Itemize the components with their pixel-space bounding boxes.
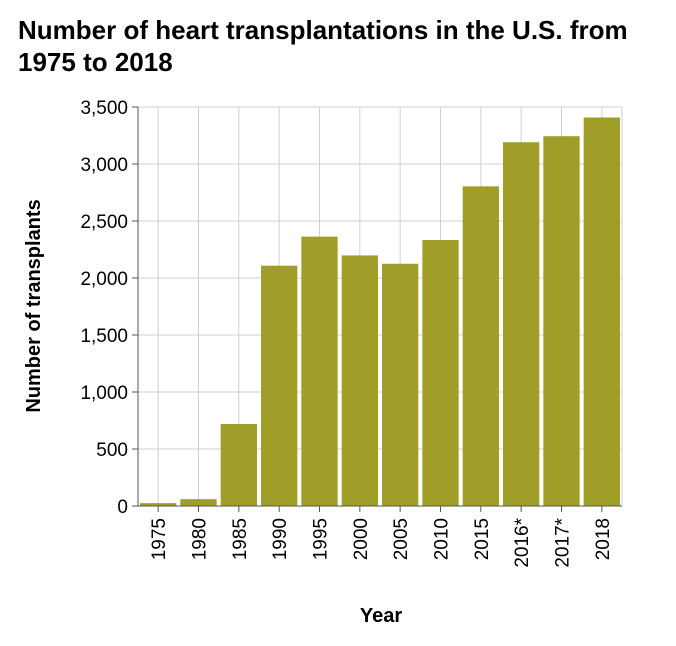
y-tick-label: 3,500 — [80, 98, 128, 119]
chart-title: Number of heart transplantations in the … — [18, 15, 628, 77]
y-tick-label: 1,000 — [80, 383, 128, 404]
x-tick-label: 2000 — [351, 518, 372, 560]
bar-2005 — [382, 263, 419, 506]
bar-2018 — [583, 117, 620, 506]
x-tick-label: 2015 — [472, 518, 493, 560]
x-tick-label: 1985 — [230, 518, 251, 560]
x-tick-label: 1975 — [149, 518, 170, 560]
axes: 0 500 1,000 1,500 2,000 2,500 3,000 3,500 1975 19… — [80, 98, 622, 568]
x-tick-label: 2010 — [432, 518, 453, 560]
x-tick-label: 2018 — [593, 518, 614, 560]
x-tick-label: 2017* — [553, 517, 574, 567]
bars — [140, 117, 620, 507]
bar-2010 — [422, 240, 459, 506]
y-tick-label: 500 — [96, 440, 128, 461]
x-tick-label: 1995 — [311, 518, 332, 560]
x-tick-label: 2016* — [512, 517, 533, 567]
x-axis-label: Year — [360, 605, 402, 627]
y-axis-label: Number of transplants — [23, 199, 45, 412]
bar-2017-star — [543, 136, 580, 506]
bar-2016-star — [503, 142, 540, 506]
y-tick-label: 2,500 — [80, 212, 128, 233]
y-tick-label: 3,000 — [80, 155, 128, 176]
bar-1995 — [301, 236, 338, 507]
bar-2015 — [462, 186, 499, 506]
bar-1980 — [180, 499, 217, 506]
x-tick-label: 1990 — [270, 518, 291, 560]
y-tick-label: 2,000 — [80, 269, 128, 290]
bar-1975 — [140, 503, 177, 506]
x-tick-label: 1980 — [190, 518, 211, 560]
y-tick-label: 1,500 — [80, 326, 128, 347]
bar-1985 — [220, 424, 257, 506]
bar-2000 — [341, 255, 378, 506]
bar-1990 — [261, 265, 298, 506]
y-tick-label: 0 — [117, 497, 128, 518]
x-tick-label: 2005 — [391, 518, 412, 560]
